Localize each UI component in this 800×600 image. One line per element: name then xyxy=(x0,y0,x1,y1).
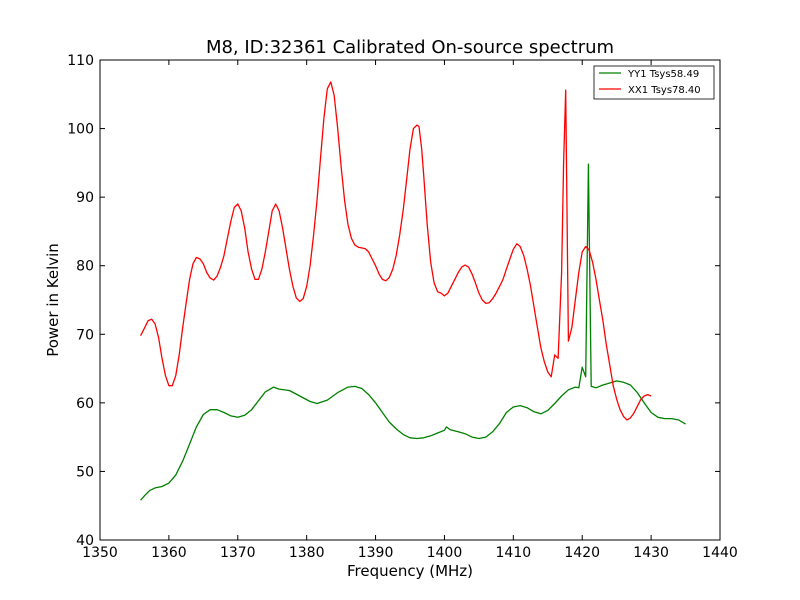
y-tick-label: 40 xyxy=(76,533,94,549)
x-tick-label: 1420 xyxy=(564,545,600,561)
x-tick-label: 1360 xyxy=(151,545,187,561)
x-tick-label: 1410 xyxy=(496,545,532,561)
y-tick-label: 80 xyxy=(76,259,94,275)
plot-area-frame xyxy=(99,59,721,541)
series-line-yy1 xyxy=(140,163,686,501)
y-tick-label: 50 xyxy=(76,464,94,480)
legend-label-yy1: YY1 Tsys58.49 xyxy=(627,69,699,80)
y-axis-label: Power in Kelvin xyxy=(44,243,62,357)
ticks-layer: 1350 1360 1370 1380 1390 1400 1410 1420 1430 1440… xyxy=(67,53,738,561)
y-tick-label: 60 xyxy=(76,396,94,412)
legend-label-xx1: XX1 Tsys78.40 xyxy=(628,85,701,96)
y-tick-label: 110 xyxy=(67,53,94,69)
legend-box xyxy=(593,65,715,100)
series-line-xx1 xyxy=(140,81,652,421)
x-axis-label: Frequency (MHz) xyxy=(347,562,473,580)
x-tick-label: 1390 xyxy=(358,545,394,561)
y-tick-label: 90 xyxy=(76,190,94,206)
x-tick-label: 1350 xyxy=(82,545,118,561)
x-tick-label: 1400 xyxy=(427,545,463,561)
x-tick-label: 1440 xyxy=(702,545,738,561)
y-tick-label: 70 xyxy=(76,327,94,343)
chart-title: M8, ID:32361 Calibrated On-source spectr… xyxy=(206,37,614,58)
x-tick-label: 1430 xyxy=(633,545,669,561)
legend: YY1 Tsys58.49 XX1 Tsys78.40 xyxy=(593,65,715,100)
x-tick-label: 1380 xyxy=(289,545,325,561)
y-tick-label: 100 xyxy=(67,122,94,138)
x-tick-label: 1370 xyxy=(220,545,256,561)
series-layer xyxy=(140,81,686,501)
